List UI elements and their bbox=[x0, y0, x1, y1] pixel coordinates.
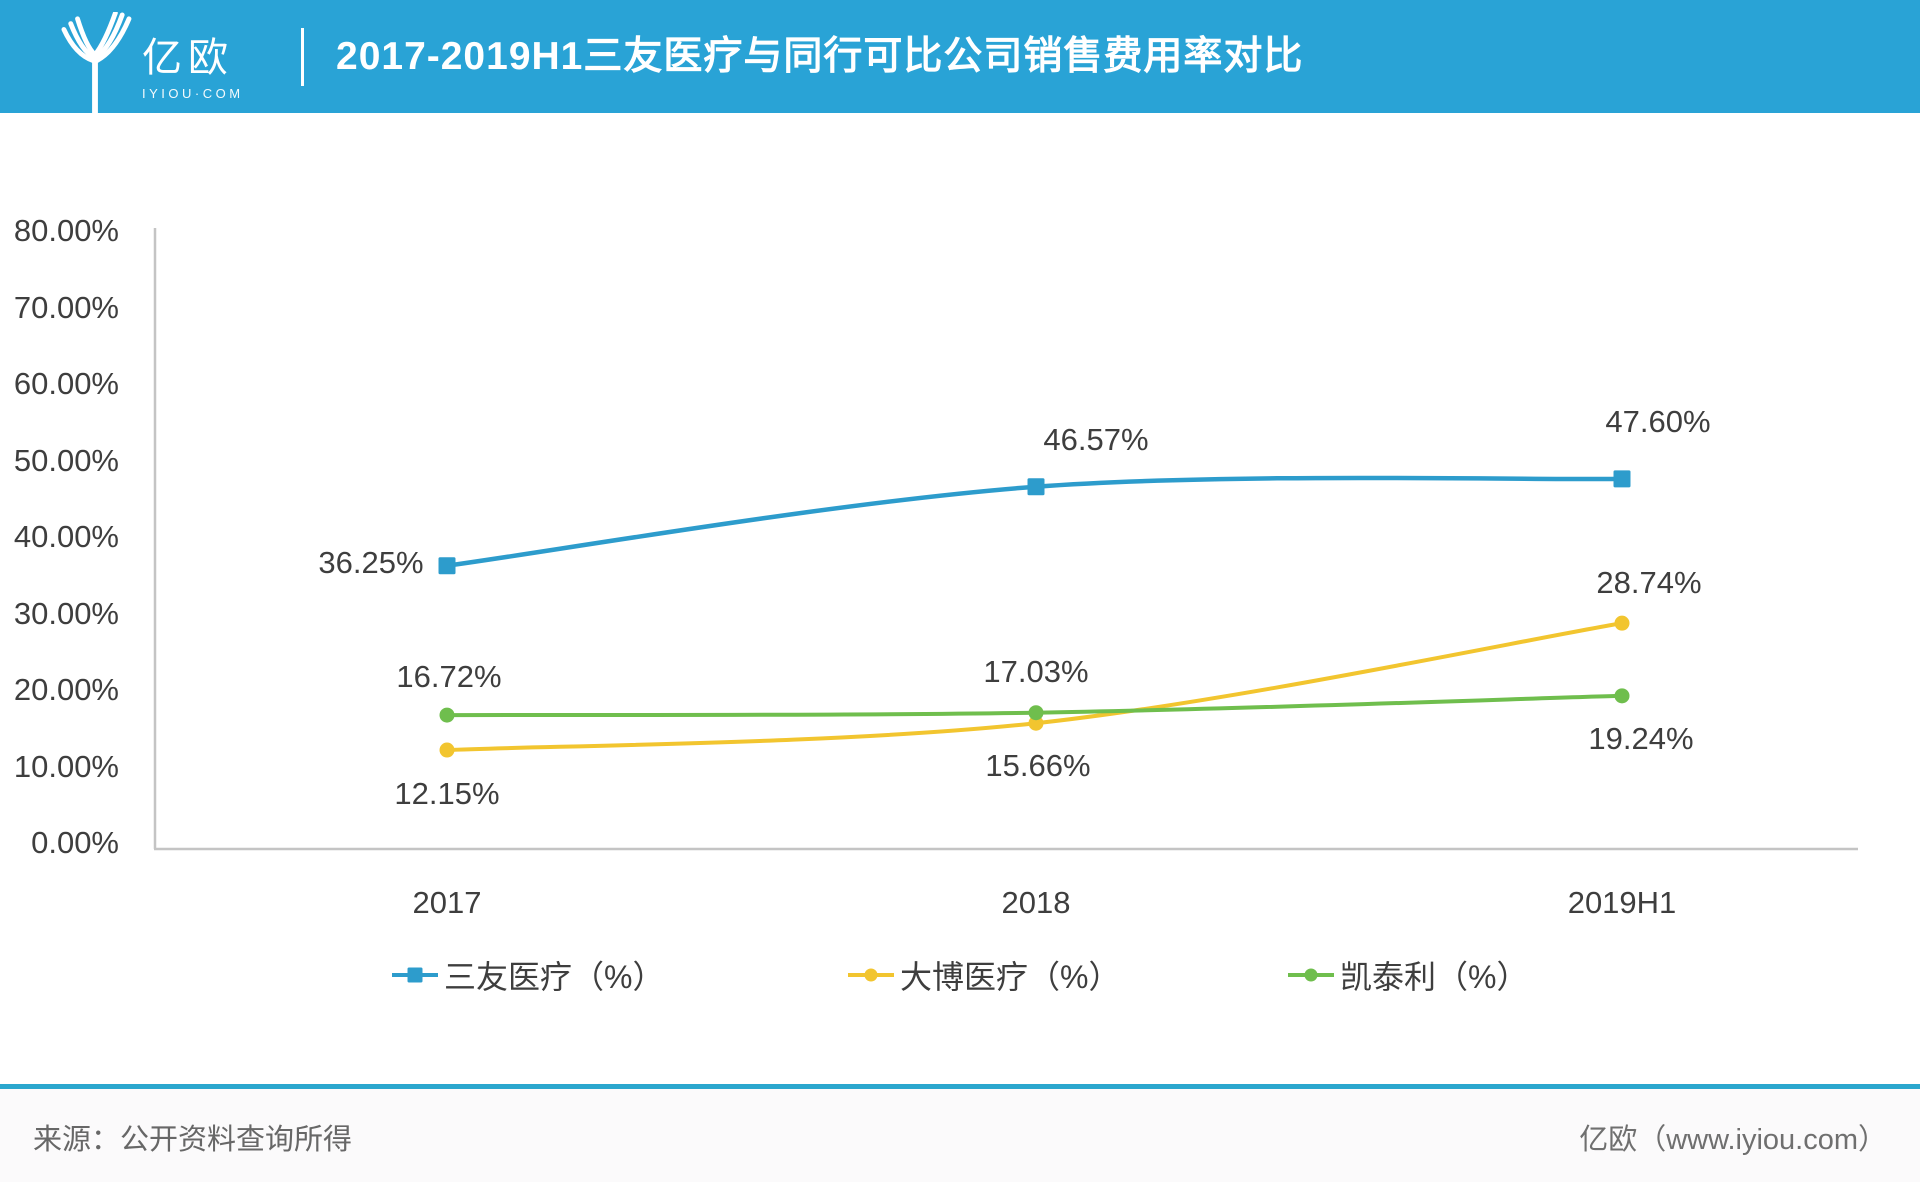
logo-subtitle: IYIOU·COM bbox=[142, 86, 244, 101]
data-point-marker bbox=[1027, 478, 1045, 496]
data-point-marker bbox=[1613, 470, 1631, 488]
y-axis-tick-label: 10.00% bbox=[13, 748, 119, 784]
data-point-label: 15.66% bbox=[985, 748, 1091, 784]
page-title: 2017-2019H1三友医疗与同行可比公司销售费用率对比 bbox=[336, 35, 1304, 78]
footer-brand-text: 亿欧（www.iyiou.com） bbox=[1579, 1124, 1887, 1156]
legend-marker-icon bbox=[1288, 968, 1334, 982]
data-point-marker bbox=[1028, 715, 1044, 731]
y-axis-tick-label: 20.00% bbox=[13, 672, 119, 707]
header-bar: 亿欧 IYIOU·COM 2017-2019H1三友医疗与同行可比公司销售费用率… bbox=[0, 0, 1920, 113]
legend-marker-icon bbox=[848, 968, 894, 982]
legend-item: 凯泰利（%） bbox=[1288, 952, 1528, 998]
data-point-marker bbox=[439, 707, 455, 723]
y-axis-tick-label: 80.00% bbox=[13, 213, 119, 248]
data-point-label: 47.60% bbox=[1605, 403, 1711, 439]
data-point-label: 19.24% bbox=[1588, 720, 1694, 756]
iyiou-logo-icon bbox=[61, 12, 132, 113]
y-axis-tick-label: 30.00% bbox=[13, 595, 119, 631]
y-axis-tick-label: 0.00% bbox=[31, 825, 119, 860]
x-axis-tick-label: 2019H1 bbox=[1567, 885, 1677, 920]
logo-name: 亿欧 bbox=[142, 36, 234, 80]
y-axis-tick-label: 70.00% bbox=[13, 289, 119, 325]
legend-item: 三友医疗（%） bbox=[392, 952, 664, 998]
legend-label: 三友医疗（%） bbox=[444, 959, 665, 995]
logo-text-block: 亿欧 IYIOU·COM bbox=[142, 38, 244, 101]
data-point-label: 12.15% bbox=[394, 776, 500, 812]
legend-item: 大博医疗（%） bbox=[848, 952, 1120, 998]
data-point-marker bbox=[1614, 615, 1630, 631]
data-point-label: 16.72% bbox=[396, 659, 502, 695]
x-axis-tick-label: 2018 bbox=[1001, 885, 1071, 920]
iyiou-logo: 亿欧 IYIOU·COM bbox=[56, 12, 244, 113]
data-point-marker bbox=[1614, 688, 1630, 704]
data-point-label: 36.25% bbox=[318, 544, 424, 580]
header-divider bbox=[301, 28, 304, 86]
x-axis-tick-label: 2017 bbox=[412, 885, 482, 920]
y-axis-tick-label: 50.00% bbox=[13, 442, 119, 478]
data-point-marker bbox=[1028, 705, 1044, 721]
data-point-label: 28.74% bbox=[1596, 565, 1702, 601]
plot-canvas bbox=[153, 228, 1858, 851]
data-point-marker bbox=[439, 742, 455, 758]
legend-label: 大博医疗（%） bbox=[900, 959, 1121, 995]
data-point-label: 17.03% bbox=[983, 653, 1089, 689]
footer-background bbox=[0, 1089, 1920, 1182]
y-axis-tick-label: 40.00% bbox=[13, 519, 119, 554]
footer-divider bbox=[0, 1084, 1920, 1089]
footer-source-text: 来源：公开资料查询所得 bbox=[33, 1124, 353, 1156]
line-chart: 0.00% 10.00% 20.00% 30.00% 40.00% 50.00% 60.00… bbox=[13, 213, 1858, 920]
legend-label: 凯泰利（%） bbox=[1340, 959, 1529, 995]
data-point-label: 46.57% bbox=[1043, 421, 1149, 457]
chart-legend: 三友医疗（%） 大博医疗（%） 凯泰利（%） bbox=[0, 952, 1920, 996]
y-axis-tick-label: 60.00% bbox=[13, 366, 119, 401]
data-point-marker bbox=[438, 557, 456, 575]
legend-marker-icon bbox=[392, 967, 438, 983]
